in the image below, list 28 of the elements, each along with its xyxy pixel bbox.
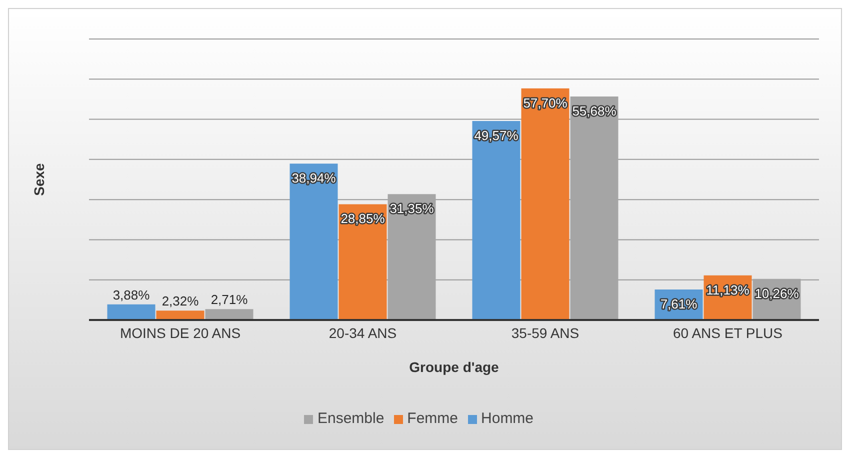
- data-label: 28,85%: [340, 211, 386, 226]
- data-label: 7,61%: [660, 296, 698, 312]
- bar: [472, 121, 520, 320]
- x-tick-label: 20-34 ANS: [328, 324, 397, 341]
- legend-label: Femme: [407, 410, 458, 427]
- y-axis-title: Sexe: [30, 162, 47, 196]
- bar: [205, 309, 254, 320]
- x-tick-label: 60 ANS ET PLUS: [673, 324, 782, 341]
- x-tick-label: MOINS DE 20 ANS: [120, 324, 241, 341]
- data-label: 10,26%: [754, 286, 800, 301]
- bar: [156, 310, 204, 320]
- data-label: 55,68%: [572, 103, 617, 118]
- data-label: 57,70%: [523, 95, 568, 110]
- data-label: 2,32%: [162, 294, 200, 309]
- legend-label: Homme: [481, 410, 534, 427]
- legend-label: Ensemble: [317, 410, 384, 427]
- x-axis-title: Groupe d'age: [409, 359, 500, 375]
- data-label: 38,94%: [292, 170, 336, 186]
- x-tick-label: 35-59 ANS: [511, 324, 580, 341]
- data-label: 3,88%: [112, 287, 150, 302]
- bar: [290, 164, 338, 320]
- data-label: 11,13%: [706, 282, 750, 298]
- data-label: 2,71%: [210, 292, 248, 308]
- bar: [521, 88, 570, 320]
- data-label: 31,35%: [390, 201, 434, 216]
- data-label: 49,57%: [474, 128, 519, 144]
- bar: [338, 204, 387, 320]
- bar: [107, 304, 156, 320]
